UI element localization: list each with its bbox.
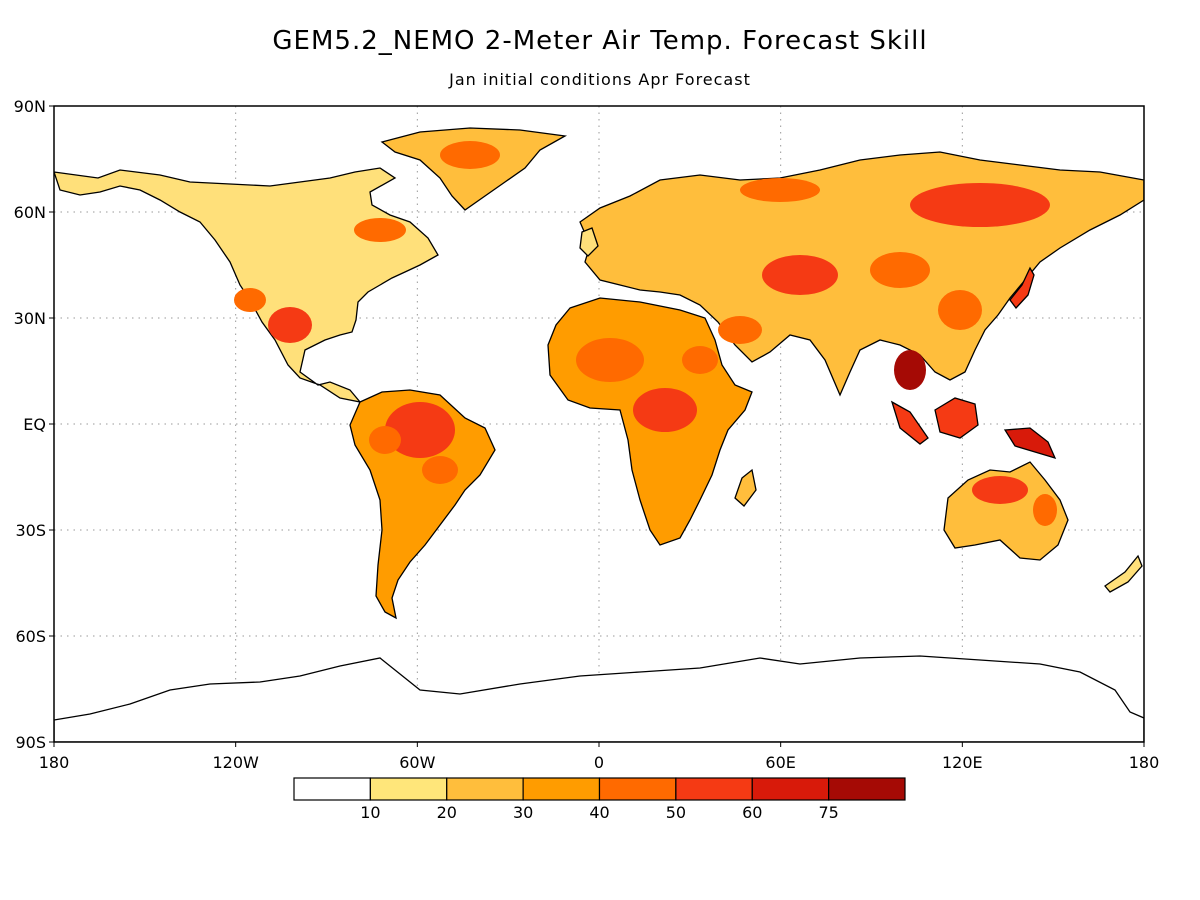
colorbar-swatch [751,777,830,801]
lat-tick-label: 90N [14,97,46,116]
colorbar-swatch [522,777,601,801]
colorbar-swatch [675,777,753,801]
colorbar-label: 75 [818,803,838,822]
land-madagascar [734,468,757,507]
lon-tick-label: 180 [1129,753,1160,772]
lon-tick-label: 120W [212,753,259,772]
map-title: GEM5.2_NEMO 2-Meter Air Temp. Forecast S… [272,26,928,56]
map-subtitle: Jan initial conditions Apr Forecast [449,70,751,89]
lon-tick-label: 60W [399,753,435,772]
land-north-america [54,167,439,403]
colorbar-swatch [293,777,371,801]
skill-hotspots [234,141,1057,526]
colorbar-swatch [446,777,524,801]
land-greenland [380,127,568,211]
land-borneo [934,397,979,439]
colorbar-label: 50 [666,803,686,822]
land-japan [1009,266,1035,310]
colorbar-swatch [828,777,906,801]
lat-tick-label: 30S [15,521,46,540]
colorbar-label: 60 [742,803,762,822]
lon-tick-label: 120E [942,753,983,772]
lat-tick-label: EQ [23,415,46,434]
colorbar: 10 20 30 40 50 60 75 [293,777,906,822]
lat-tick-label: 90S [15,733,46,752]
colorbar-label: 20 [437,803,457,822]
lon-tick-label: 0 [594,753,604,772]
land-layer [54,127,1144,742]
land-british-isles [579,227,599,257]
colorbar-swatch [598,777,677,801]
land-new-zealand [1104,554,1143,593]
land-sumatra [890,400,929,445]
colorbar-label: 40 [589,803,609,822]
longitude-labels: 180 120W 60W 0 60E 120E 180 [39,742,1160,772]
lon-tick-label: 60E [765,753,795,772]
lon-tick-label: 180 [39,753,70,772]
colorbar-label: 30 [513,803,533,822]
lat-tick-label: 30N [14,309,46,328]
land-new-guinea [1003,427,1057,460]
latitude-labels: 90N 60N 30N EQ 30S 60S 90S [14,97,54,752]
colorbar-swatch [369,777,448,801]
colorbar-label: 10 [360,803,380,822]
lat-tick-label: 60N [14,203,46,222]
lat-tick-label: 60S [15,627,46,646]
land-antarctica [54,655,1144,742]
